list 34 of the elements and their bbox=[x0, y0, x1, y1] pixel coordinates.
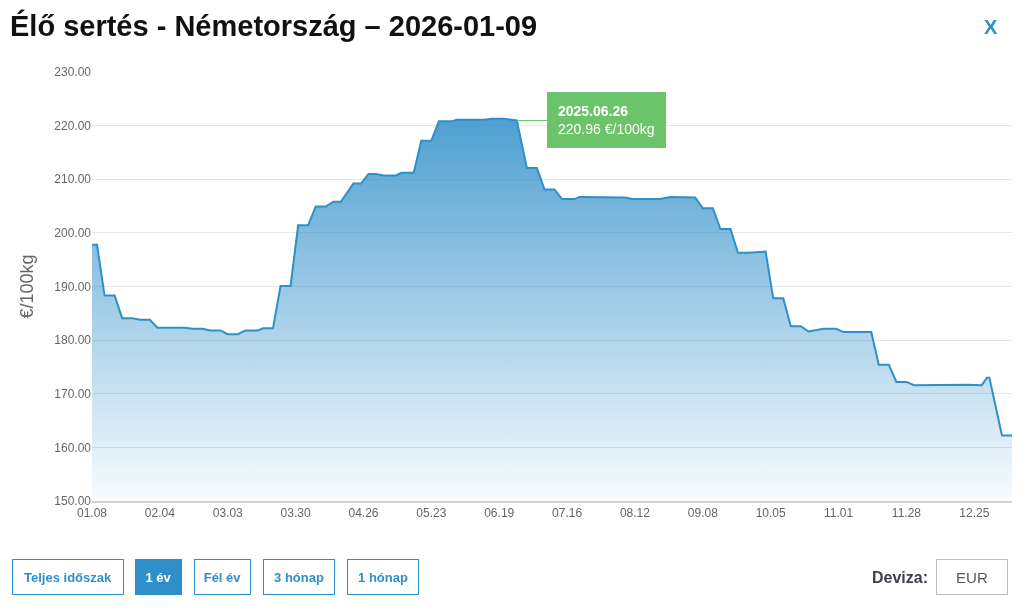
text: Deviza: bbox=[872, 569, 929, 586]
x-tick-label: 10.05 bbox=[755, 506, 787, 521]
y-tick-label: 210.00 bbox=[54, 172, 92, 187]
y-axis-title: €/100kg bbox=[17, 254, 38, 319]
text: Fél év bbox=[203, 569, 242, 585]
text: Teljes időszak bbox=[24, 569, 112, 585]
annotation: 2025.06.26 220.96 €/100kg bbox=[558, 103, 655, 138]
y-tick-label: 150.00 bbox=[54, 494, 92, 509]
x-tick-label: 02.04 bbox=[144, 506, 176, 521]
y-tick-label: 200.00 bbox=[54, 226, 92, 241]
x-tick-label: 11.28 bbox=[891, 506, 922, 521]
x-tick-label: 03.30 bbox=[280, 506, 311, 521]
x-tick-label: 05.23 bbox=[416, 506, 447, 521]
y-tick-label: 230.00 bbox=[54, 65, 92, 80]
y-tick-label: 180.00 bbox=[54, 333, 92, 348]
x-tick-label: 08.12 bbox=[619, 506, 651, 521]
text: EUR bbox=[956, 568, 988, 586]
x-tick-label: 11.01 bbox=[823, 506, 854, 521]
x-tick-label: 03.03 bbox=[212, 506, 244, 521]
y-tick-label: 170.00 bbox=[54, 386, 92, 401]
x-tick-label: 01.08 bbox=[76, 506, 108, 521]
y-tick-label: 190.00 bbox=[54, 279, 92, 294]
text: X bbox=[984, 16, 998, 38]
y-tick-label: 160.00 bbox=[54, 440, 92, 455]
chart-title: Élő sertés - Németország – 2026-01-09 bbox=[10, 9, 538, 43]
text: 1 év bbox=[145, 569, 172, 585]
x-tick-label: 09.08 bbox=[687, 506, 719, 521]
y-tick-label: 220.00 bbox=[54, 118, 92, 133]
x-tick-label: 06.19 bbox=[484, 506, 515, 521]
x-tick-label: 12.25 bbox=[959, 506, 990, 521]
x-tick-label: 04.26 bbox=[348, 506, 379, 521]
x-tick-label: 07.16 bbox=[552, 506, 583, 521]
text: 3 hónap bbox=[274, 569, 324, 585]
text: 1 hónap bbox=[358, 569, 408, 585]
